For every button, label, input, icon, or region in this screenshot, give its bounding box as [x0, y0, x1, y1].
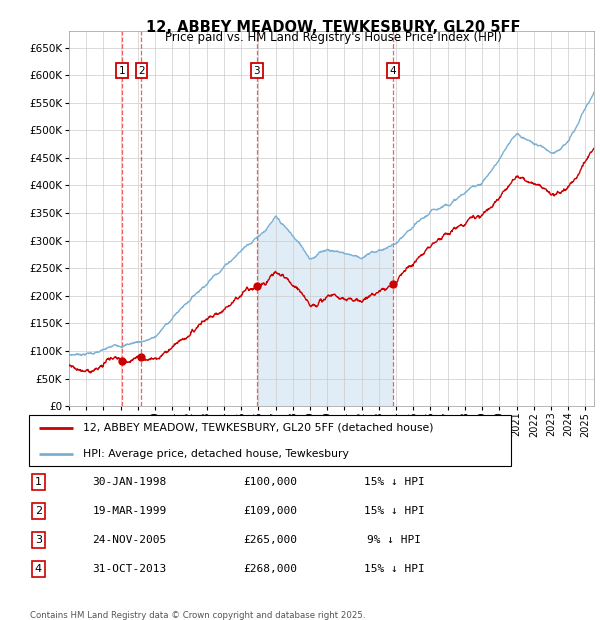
Text: £268,000: £268,000	[244, 564, 298, 574]
Text: 4: 4	[35, 564, 42, 574]
Text: 2: 2	[138, 66, 145, 76]
Text: 24-NOV-2005: 24-NOV-2005	[92, 534, 167, 544]
Text: 19-MAR-1999: 19-MAR-1999	[92, 506, 167, 516]
Text: £109,000: £109,000	[244, 506, 298, 516]
Text: Contains HM Land Registry data © Crown copyright and database right 2025.
This d: Contains HM Land Registry data © Crown c…	[29, 611, 365, 620]
Text: 30-JAN-1998: 30-JAN-1998	[92, 477, 167, 487]
Text: Price paid vs. HM Land Registry's House Price Index (HPI): Price paid vs. HM Land Registry's House …	[164, 31, 502, 44]
Text: 15% ↓ HPI: 15% ↓ HPI	[364, 506, 425, 516]
Text: £100,000: £100,000	[244, 477, 298, 487]
Text: 1: 1	[35, 477, 42, 487]
Text: 4: 4	[390, 66, 397, 76]
Text: 15% ↓ HPI: 15% ↓ HPI	[364, 477, 425, 487]
Text: 1: 1	[119, 66, 125, 76]
Text: 2: 2	[35, 506, 42, 516]
Text: 9% ↓ HPI: 9% ↓ HPI	[367, 534, 421, 544]
Text: 12, ABBEY MEADOW, TEWKESBURY, GL20 5FF: 12, ABBEY MEADOW, TEWKESBURY, GL20 5FF	[146, 20, 520, 35]
Text: HPI: Average price, detached house, Tewkesbury: HPI: Average price, detached house, Tewk…	[83, 449, 349, 459]
Text: 15% ↓ HPI: 15% ↓ HPI	[364, 564, 425, 574]
Text: 3: 3	[35, 534, 42, 544]
Text: 12, ABBEY MEADOW, TEWKESBURY, GL20 5FF (detached house): 12, ABBEY MEADOW, TEWKESBURY, GL20 5FF (…	[83, 423, 434, 433]
Text: £265,000: £265,000	[244, 534, 298, 544]
FancyBboxPatch shape	[29, 415, 511, 466]
Text: 31-OCT-2013: 31-OCT-2013	[92, 564, 167, 574]
Text: 3: 3	[253, 66, 260, 76]
